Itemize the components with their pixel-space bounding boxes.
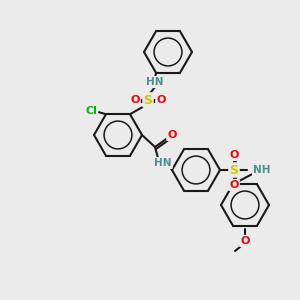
- Text: O: O: [240, 236, 250, 246]
- Text: S: S: [143, 94, 152, 106]
- Text: O: O: [156, 95, 166, 105]
- Text: Cl: Cl: [85, 106, 97, 116]
- Text: O: O: [229, 180, 239, 190]
- Text: NH: NH: [253, 165, 271, 175]
- Text: O: O: [229, 150, 239, 160]
- Text: HN: HN: [154, 158, 172, 168]
- Text: S: S: [230, 164, 238, 176]
- Text: HN: HN: [146, 77, 164, 87]
- Text: O: O: [167, 130, 177, 140]
- Text: O: O: [130, 95, 140, 105]
